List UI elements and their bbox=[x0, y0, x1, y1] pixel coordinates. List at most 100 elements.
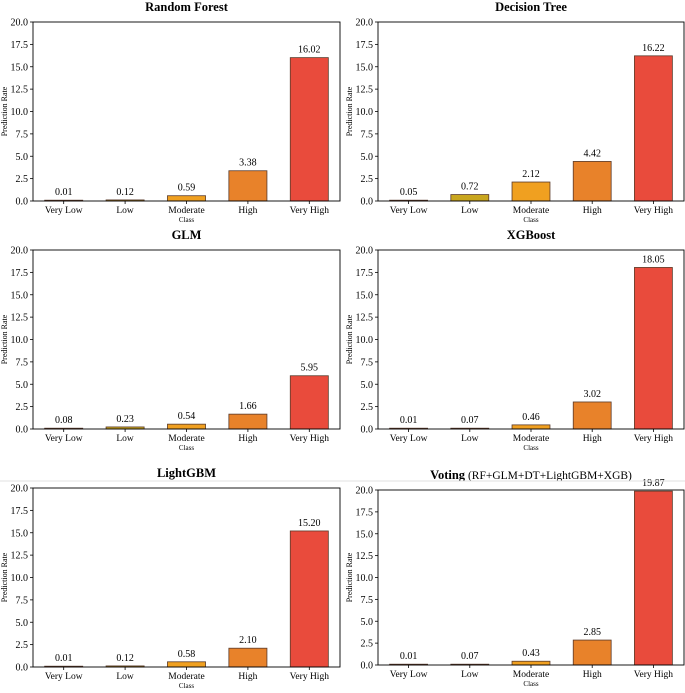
y-tick-label: 10.0 bbox=[356, 107, 374, 118]
y-tick-label: 5.0 bbox=[361, 380, 374, 391]
y-axis-label: Prediction Rate bbox=[345, 552, 354, 602]
bar-value-label: 2.10 bbox=[239, 635, 257, 646]
x-tick-label: Moderate bbox=[513, 670, 549, 680]
y-tick-label: 12.5 bbox=[356, 313, 374, 324]
y-tick-label: 0.0 bbox=[16, 663, 29, 674]
plot-frame bbox=[32, 487, 341, 668]
y-tick-label: 10.0 bbox=[11, 573, 29, 584]
y-tick-label: 10.0 bbox=[11, 107, 29, 118]
y-tick-label: 5.0 bbox=[361, 152, 374, 163]
x-axis-label: Class bbox=[179, 216, 194, 224]
bar-value-label: 0.43 bbox=[522, 648, 540, 659]
plot-frame bbox=[377, 21, 685, 202]
x-tick-label: Moderate bbox=[513, 206, 549, 216]
x-axis-label: Class bbox=[523, 444, 538, 452]
bar-high bbox=[572, 161, 612, 202]
x-axis-label: Class bbox=[179, 444, 194, 452]
y-tick-label: 7.5 bbox=[361, 129, 374, 140]
y-axis-label: Prediction Rate bbox=[345, 86, 354, 136]
y-tick-label: 7.5 bbox=[16, 357, 29, 368]
y-tick-label: 12.5 bbox=[356, 85, 374, 96]
chart-title: LightGBM bbox=[157, 466, 216, 480]
bar-value-label: 15.20 bbox=[298, 518, 321, 529]
y-tick-label: 15.0 bbox=[356, 290, 374, 301]
y-tick-label: 17.5 bbox=[356, 40, 374, 51]
x-tick-label: Low bbox=[461, 670, 479, 680]
y-tick-label: 2.5 bbox=[16, 640, 29, 651]
x-tick-label: High bbox=[583, 434, 602, 444]
bar-value-label: 19.87 bbox=[642, 478, 665, 489]
y-tick-label: 5.0 bbox=[16, 380, 29, 391]
chart-title: Decision Tree bbox=[495, 0, 567, 14]
bar-value-label: 0.01 bbox=[55, 653, 73, 664]
x-tick-label: High bbox=[238, 434, 257, 444]
bar-moderate bbox=[167, 423, 206, 430]
chart-panel-4: XGBoost 0.0 2.5 5.0 7.5 10.0 12.5 15.0 17.5 20.0 P… bbox=[345, 228, 685, 452]
bar-value-label: 4.42 bbox=[583, 148, 601, 159]
bar-high bbox=[228, 647, 268, 668]
chart-title: XGBoost bbox=[507, 228, 556, 242]
x-tick-label: Moderate bbox=[168, 434, 204, 444]
y-tick-label: 17.5 bbox=[11, 40, 29, 51]
x-tick-label: Moderate bbox=[513, 434, 549, 444]
y-tick-label: 12.5 bbox=[11, 313, 29, 324]
x-tick-label: Very Low bbox=[390, 670, 428, 680]
plot-frame bbox=[377, 249, 685, 430]
chart-panel-5: LightGBM 0.0 2.5 5.0 7.5 10.0 12.5 15.0 17.5 20.0… bbox=[0, 466, 341, 690]
x-tick-label: Very Low bbox=[390, 206, 428, 216]
x-tick-label: Low bbox=[116, 672, 134, 682]
y-axis-label: Prediction Rate bbox=[0, 86, 9, 136]
x-tick-label: Low bbox=[461, 434, 479, 444]
bar-value-label: 0.46 bbox=[522, 412, 540, 423]
y-tick-label: 2.5 bbox=[16, 174, 29, 185]
x-tick-label: Very High bbox=[290, 672, 330, 682]
bar-high bbox=[228, 170, 268, 202]
chart-panel-1: Random Forest 0.0 2.5 5.0 7.5 10.0 12.5 15.0 17.… bbox=[0, 0, 341, 224]
bar-value-label: 18.05 bbox=[642, 254, 665, 265]
chart-panel-3: GLM 0.0 2.5 5.0 7.5 10.0 12.5 15.0 17.5 20.0 Predi… bbox=[0, 228, 341, 452]
bar-very-high bbox=[289, 530, 329, 668]
y-tick-label: 2.5 bbox=[361, 639, 374, 650]
bar-moderate bbox=[167, 195, 206, 202]
y-tick-label: 15.0 bbox=[11, 290, 29, 301]
bar-value-label: 3.38 bbox=[239, 158, 257, 169]
y-tick-label: 15.0 bbox=[356, 62, 374, 73]
y-tick-label: 17.5 bbox=[11, 506, 29, 517]
bar-value-label: 0.23 bbox=[116, 414, 134, 425]
y-tick-label: 20.0 bbox=[356, 486, 374, 497]
bar-very-high bbox=[289, 57, 329, 202]
y-tick-label: 5.0 bbox=[361, 617, 374, 628]
x-axis-label: Class bbox=[523, 680, 538, 688]
x-tick-label: High bbox=[238, 206, 257, 216]
bar-high bbox=[572, 401, 612, 430]
bar-value-label: 5.95 bbox=[301, 363, 319, 374]
y-axis-label: Prediction Rate bbox=[0, 314, 9, 364]
bar-high bbox=[572, 639, 612, 666]
x-tick-label: Very High bbox=[634, 434, 674, 444]
x-tick-label: Very High bbox=[634, 206, 674, 216]
x-tick-label: Very Low bbox=[45, 672, 83, 682]
y-tick-label: 15.0 bbox=[11, 62, 29, 73]
bar-value-label: 0.01 bbox=[400, 415, 418, 426]
plot-frame bbox=[32, 249, 341, 430]
y-tick-label: 7.5 bbox=[361, 357, 374, 368]
x-tick-label: Moderate bbox=[168, 206, 204, 216]
y-tick-label: 0.0 bbox=[361, 197, 374, 208]
y-axis-label: Prediction Rate bbox=[0, 552, 9, 602]
y-tick-label: 15.0 bbox=[11, 528, 29, 539]
bar-moderate bbox=[511, 660, 551, 666]
chart-title: Voting (RF+GLM+DT+LightGBM+XGB) bbox=[430, 468, 632, 482]
bar-value-label: 16.02 bbox=[298, 45, 321, 56]
bar-value-label: 0.05 bbox=[400, 187, 418, 198]
bar-value-label: 0.08 bbox=[55, 415, 73, 426]
bar-value-label: 0.12 bbox=[116, 187, 134, 198]
y-tick-label: 17.5 bbox=[11, 268, 29, 279]
bar-value-label: 0.58 bbox=[178, 649, 196, 660]
y-tick-label: 20.0 bbox=[356, 18, 374, 29]
x-tick-label: Very Low bbox=[45, 434, 83, 444]
x-tick-label: Low bbox=[116, 434, 134, 444]
x-tick-label: Very High bbox=[634, 670, 674, 680]
x-tick-label: Low bbox=[461, 206, 479, 216]
bar-moderate bbox=[511, 424, 551, 430]
y-tick-label: 7.5 bbox=[361, 595, 374, 606]
